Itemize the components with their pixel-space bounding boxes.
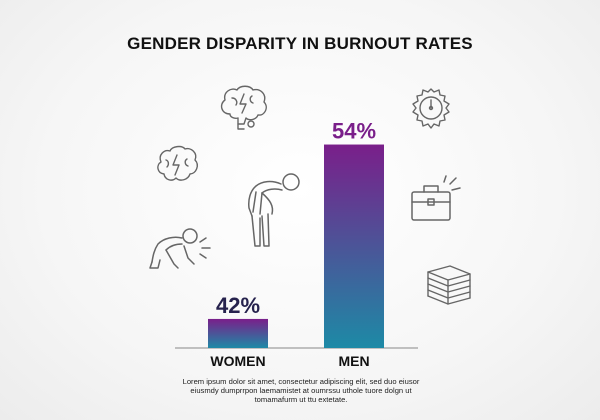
footnote-text: Lorem ipsum dolor sit amet, consectetur …	[182, 377, 420, 404]
collapsed-person-icon	[144, 224, 216, 272]
category-label-women: WOMEN	[210, 353, 265, 369]
value-label-men: 54%	[332, 119, 376, 144]
bar-women	[208, 318, 268, 348]
briefcase-icon	[408, 172, 464, 226]
bar-men	[324, 144, 384, 348]
brain-lightning-icon	[154, 144, 200, 188]
brain-lightning-icon	[216, 84, 270, 134]
paper-stack-icon	[424, 262, 474, 308]
stopwatch-icon	[408, 86, 454, 132]
value-label-women: 42%	[216, 293, 260, 318]
exhausted-person-icon	[242, 168, 306, 250]
category-label-men: MEN	[338, 353, 369, 369]
chart-title: GENDER DISPARITY IN BURNOUT RATES	[127, 34, 473, 53]
